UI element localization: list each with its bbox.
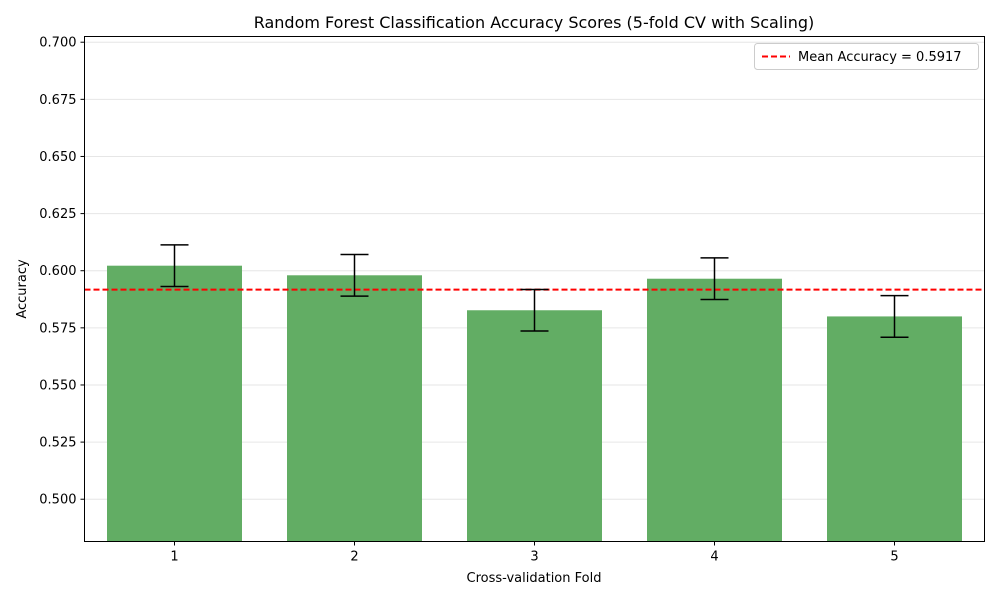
y-tick-label: 0.700	[39, 36, 76, 51]
y-tick-label: 0.650	[39, 150, 76, 165]
bar	[647, 278, 782, 542]
y-tick-label: 0.575	[39, 321, 76, 336]
legend: Mean Accuracy = 0.5917	[754, 43, 979, 70]
bar	[467, 310, 602, 542]
y-tick-label: 0.600	[39, 264, 76, 279]
y-axis-label: Accuracy	[15, 259, 30, 319]
x-axis-label: Cross-validation Fold	[467, 571, 602, 586]
y-tick-label: 0.625	[39, 207, 76, 222]
y-tick-label: 0.525	[39, 436, 76, 451]
x-axis-ticks: 1 2 3 4 5	[170, 541, 899, 565]
legend-label: Mean Accuracy = 0.5917	[798, 50, 962, 65]
x-tick-label: 5	[890, 550, 898, 565]
x-tick-label: 2	[350, 550, 358, 565]
y-tick-label: 0.675	[39, 93, 76, 108]
bar	[827, 316, 962, 542]
y-tick-label: 0.550	[39, 378, 76, 393]
bar	[287, 275, 422, 542]
x-tick-label: 1	[170, 550, 178, 565]
x-tick-label: 4	[710, 550, 718, 565]
y-axis-ticks: 0.500 0.525 0.550 0.575 0.600 0.625 0.650 0.675…	[39, 36, 85, 508]
bars	[107, 265, 962, 542]
bar	[107, 265, 242, 542]
chart-title: Random Forest Classification Accuracy Sc…	[254, 13, 815, 32]
y-tick-label: 0.500	[39, 493, 76, 508]
legend-box	[754, 43, 979, 70]
error-bars	[160, 244, 909, 338]
x-tick-label: 3	[530, 550, 538, 565]
